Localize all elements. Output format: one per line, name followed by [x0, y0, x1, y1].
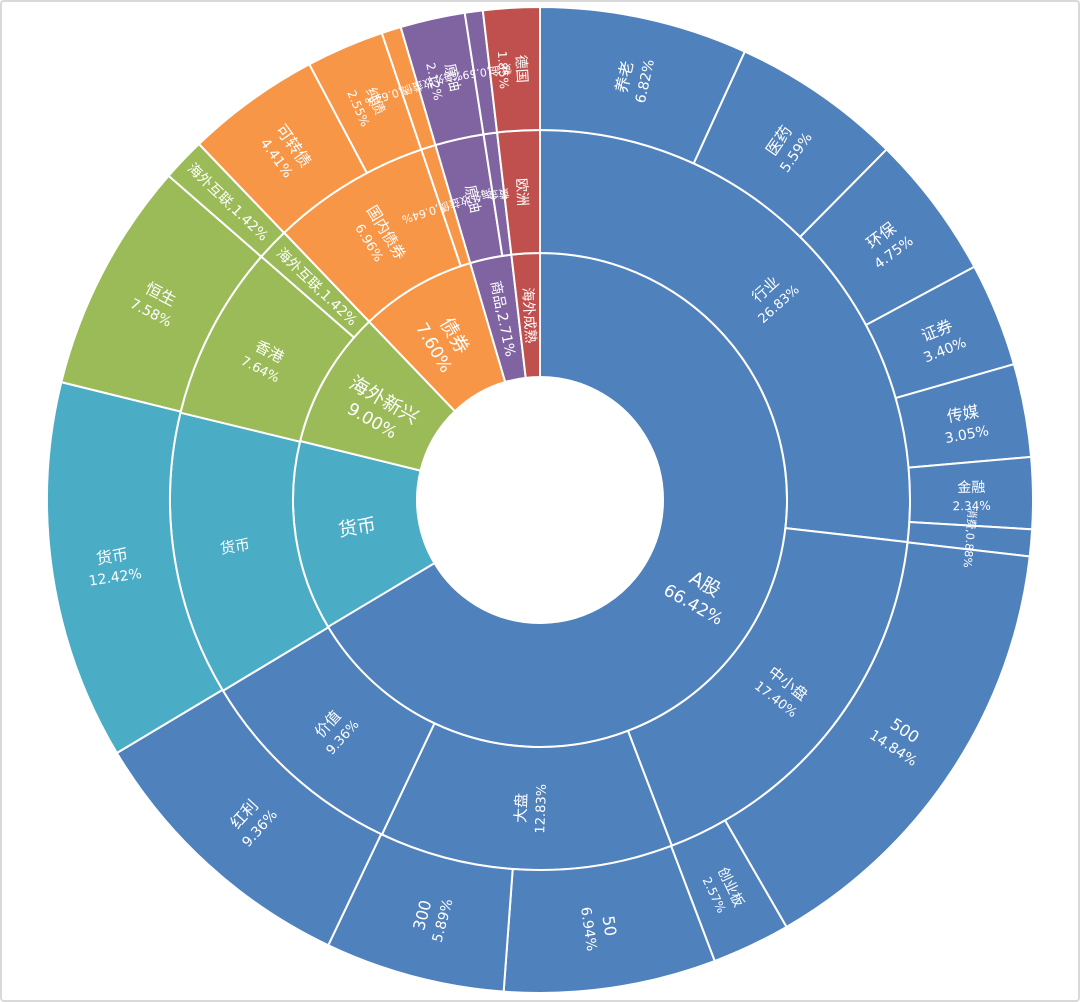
value-label-货币-3: 12.42%: [88, 566, 143, 590]
value-label-大盘: 12.83%: [533, 784, 550, 834]
label-group-原油-2: 原油: [461, 184, 483, 215]
value-label-金融: 2.34%: [952, 499, 990, 514]
value-label-传媒: 3.05%: [943, 423, 990, 447]
label-group-传媒: 传媒3.05%: [943, 402, 990, 447]
label-group-欧洲: 欧洲: [513, 178, 531, 207]
label-group-50: 506.94%: [577, 906, 621, 952]
label-group-金融: 金融 2.34%: [952, 480, 990, 514]
label-货币-3: 货币: [95, 545, 129, 569]
label-货币-2: 货币: [219, 535, 251, 557]
label-group-黄金-2: 黄金: [487, 186, 511, 203]
label-大盘: 大盘: [512, 793, 531, 824]
label-黄金-2: 黄金: [487, 186, 511, 203]
label-group-货币-2: 货币: [219, 535, 251, 557]
value-label-50: 6.94%: [577, 906, 599, 952]
label-group-海外成熟: 海外成熟: [519, 287, 538, 344]
label-50: 50: [599, 915, 621, 938]
label-海外成熟: 海外成熟: [519, 287, 538, 344]
label-德国: 德国: [512, 54, 530, 83]
label-欧洲: 欧洲: [513, 178, 531, 207]
label-group-德国: 德国1.85%: [495, 50, 530, 89]
label-金融: 金融: [957, 480, 985, 496]
label-消费: 消费,0.88%: [961, 507, 980, 568]
label-原油-2: 原油: [461, 184, 483, 215]
label-原油-3: 原油: [441, 62, 463, 93]
segment-德国: [481, 5, 541, 134]
label-group-大盘: 大盘 12.83%: [512, 784, 551, 834]
label-group-消费: 消费,0.88%: [961, 507, 980, 568]
value-label-德国: 1.85%: [495, 50, 511, 89]
